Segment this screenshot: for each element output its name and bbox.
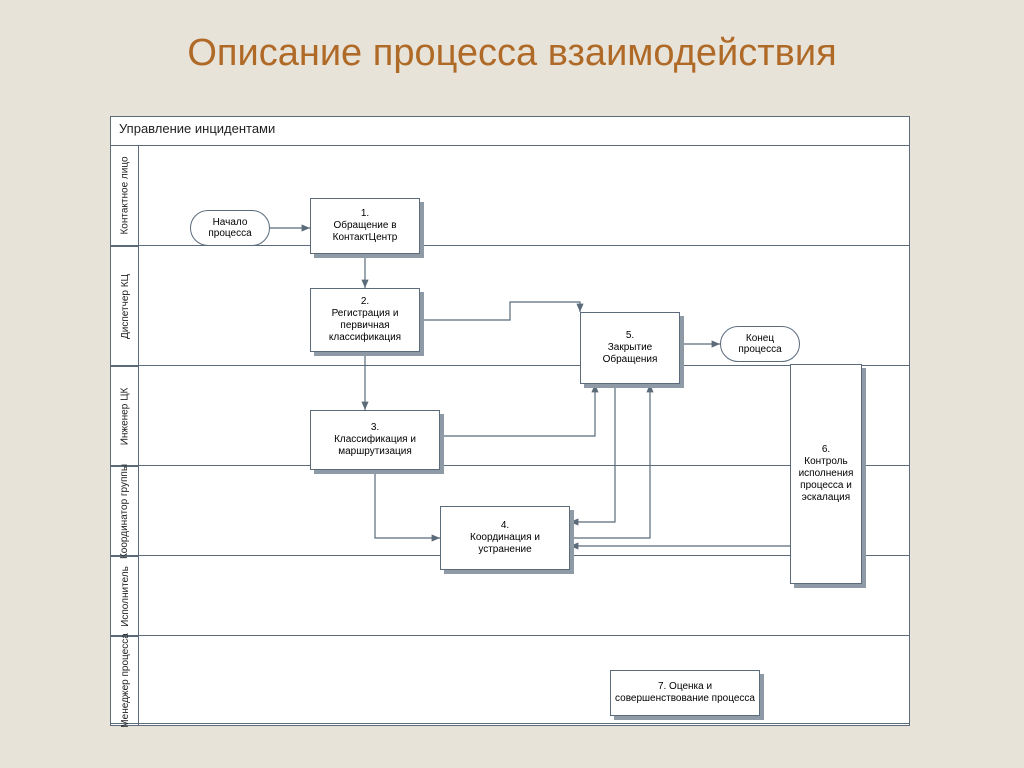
process-n4: 4. Координация и устранение <box>440 506 570 570</box>
process-n2: 2. Регистрация и первичная классификация <box>310 288 420 352</box>
process-n7: 7. Оценка и совершенствование процесса <box>610 670 760 716</box>
process-n1: 1. Обращение в КонтактЦентр <box>310 198 420 254</box>
slide-title: Описание процесса взаимодействия <box>0 32 1024 76</box>
process-n5: 5. Закрытие Обращения <box>580 312 680 384</box>
terminator-start: Начало процесса <box>190 210 270 246</box>
process-n3: 3. Классификация и маршрутизация <box>310 410 440 470</box>
swimlane-diagram: Управление инцидентами Контактное лицоДи… <box>110 116 910 726</box>
slide: Описание процесса взаимодействия Управле… <box>0 0 1024 768</box>
process-n6: 6. Контроль исполнения процесса и эскала… <box>790 364 862 584</box>
nodes-layer: Начало процесса 1. Обращение в КонтактЦен… <box>110 116 910 726</box>
terminator-end: Конец процесса <box>720 326 800 362</box>
